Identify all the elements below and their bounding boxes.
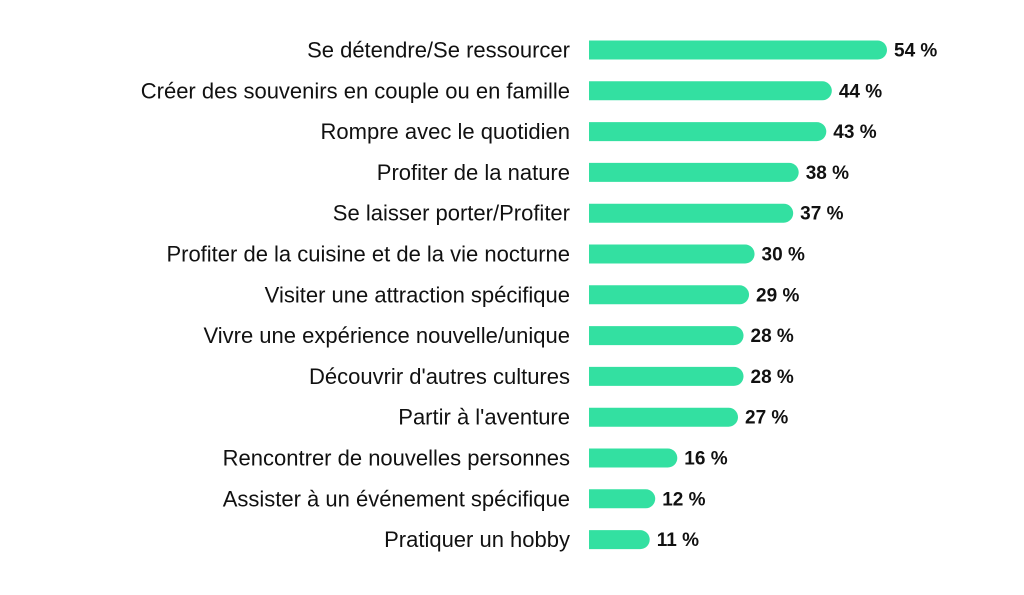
category-label: Créer des souvenirs en couple ou en fami… — [141, 78, 570, 103]
category-label: Pratiquer un hobby — [384, 527, 570, 552]
value-label: 38 % — [806, 163, 849, 184]
category-label: Profiter de la nature — [377, 160, 570, 185]
value-label: 12 % — [662, 489, 705, 510]
bar — [589, 326, 744, 346]
bar — [589, 530, 650, 550]
bar — [589, 162, 799, 182]
value-label: 16 % — [684, 449, 727, 470]
bar — [589, 285, 750, 305]
category-label: Découvrir d'autres cultures — [309, 364, 570, 389]
value-label: 37 % — [800, 204, 843, 225]
value-label: 28 % — [751, 367, 794, 388]
bar — [589, 81, 832, 101]
category-label: Partir à l'aventure — [398, 405, 570, 430]
value-label: 29 % — [756, 285, 799, 306]
value-label: 44 % — [839, 81, 882, 102]
category-label: Profiter de la cuisine et de la vie noct… — [166, 242, 570, 267]
category-label: Assister à un événement spécifique — [223, 486, 570, 511]
bar — [589, 489, 656, 509]
value-label: 28 % — [751, 326, 794, 347]
bar — [589, 40, 887, 60]
bar — [589, 366, 744, 386]
value-label: 11 % — [657, 530, 699, 551]
bar — [589, 244, 755, 264]
category-label: Vivre une expérience nouvelle/unique — [203, 323, 570, 348]
category-label: Se détendre/Se ressourcer — [307, 38, 570, 63]
category-label: Se laisser porter/Profiter — [333, 201, 570, 226]
bars-group — [589, 40, 887, 550]
category-label: Rencontrer de nouvelles personnes — [223, 446, 570, 471]
value-label: 54 % — [894, 41, 937, 62]
value-label: 30 % — [762, 245, 805, 266]
bar — [589, 407, 738, 427]
value-label: 27 % — [745, 408, 788, 429]
value-label: 43 % — [833, 122, 876, 143]
category-label: Rompre avec le quotidien — [321, 119, 570, 144]
bar — [589, 448, 678, 468]
bar — [589, 122, 827, 142]
bar — [589, 203, 794, 223]
category-label: Visiter une attraction spécifique — [265, 282, 570, 307]
labels-group: Se détendre/Se ressourcer 54 % Créer des s… — [141, 38, 938, 553]
